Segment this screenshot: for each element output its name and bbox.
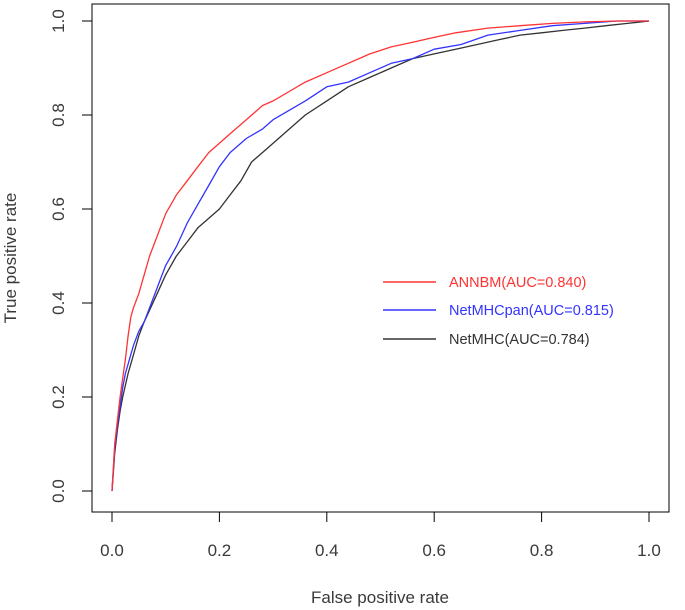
legend-label: ANNBM(AUC=0.840) [449, 275, 586, 291]
plot-frame [91, 3, 670, 513]
axes: 0.0 0.2 0.4 0.6 0.8 1.0 0.0 0.2 0.4 0.6 0.8 1.0 [49, 9, 661, 560]
legend-label: NetMHCpan(AUC=0.815) [449, 303, 614, 319]
x-tick-label: 0.6 [422, 541, 446, 560]
x-tick-label: 0.8 [530, 541, 554, 560]
y-tick-label: 0.0 [49, 479, 68, 503]
legend-label: NetMHC(AUC=0.784) [449, 332, 590, 348]
y-tick-label: 0.6 [49, 197, 68, 221]
legend: ANNBM(AUC=0.840) NetMHCpan(AUC=0.815) NetM… [383, 275, 614, 348]
series-line [111, 20, 649, 492]
y-tick-label: 0.2 [49, 385, 68, 409]
series-layer [111, 20, 650, 492]
y-tick-label: 1.0 [49, 9, 68, 33]
y-tick-label: 0.4 [49, 291, 68, 315]
y-tick-label: 0.8 [49, 103, 68, 127]
x-axis-title: False positive rate [311, 588, 449, 607]
y-axis-title: True positive rate [1, 193, 20, 324]
x-tick-label: 0.2 [208, 541, 232, 560]
x-tick-label: 0.0 [100, 541, 124, 560]
x-tick-label: 0.4 [315, 541, 339, 560]
x-tick-label: 1.0 [637, 541, 661, 560]
series-line [111, 20, 650, 492]
series-line [111, 20, 649, 492]
